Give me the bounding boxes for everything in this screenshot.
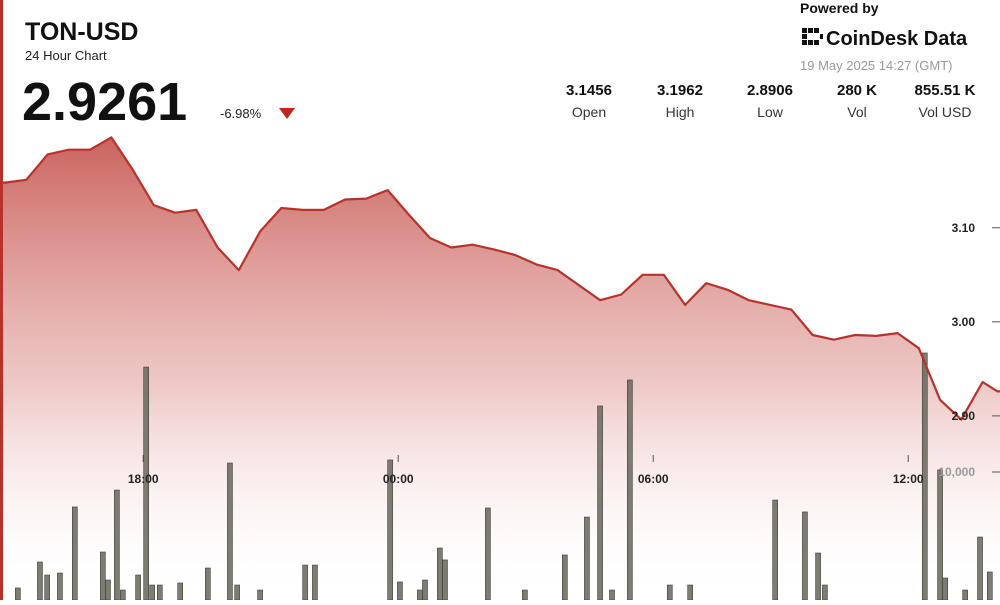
price: 2.9261 [22, 72, 187, 132]
stat-label: High [666, 104, 695, 120]
brand-logo [802, 28, 823, 45]
y2-tick-label: 10,000 [938, 465, 975, 479]
y-tick-label: 3.00 [952, 315, 976, 329]
volume-bar [815, 552, 821, 601]
y-tick-label: 2.90 [952, 409, 976, 423]
volume-bar [71, 506, 78, 601]
volume-bar [522, 589, 528, 601]
volume-bar [772, 499, 778, 601]
x-tick-label: 18:00 [128, 472, 159, 486]
volume-bar [977, 536, 983, 601]
price-area [0, 137, 1000, 600]
down-arrow [279, 108, 295, 119]
volume-bar [937, 469, 943, 601]
stat-value: 2.8906 [747, 82, 793, 99]
volume-bar [257, 589, 263, 601]
powered-by: Powered by [800, 0, 879, 16]
volume-bar [120, 589, 126, 601]
price-layer [0, 137, 1000, 600]
volume-bar [442, 559, 448, 601]
stat-value: 3.1456 [566, 82, 612, 99]
volume-bar [597, 405, 603, 601]
volume-bar [100, 551, 106, 601]
y-tick-label: 3.10 [952, 221, 976, 235]
volume-bar [149, 584, 155, 601]
stat-value: 855.51 K [915, 82, 976, 99]
volume-bar [609, 589, 615, 601]
change: -6.98% [220, 106, 262, 121]
price-line [0, 136, 1000, 421]
x-tick-label: 06:00 [638, 472, 669, 486]
volume-bar [666, 584, 673, 601]
symbol: TON-USD [25, 18, 138, 46]
plot-area: 3.10 3.00 2.90 18:00 00:00 06:00 12:00 10,000 [0, 136, 1000, 601]
volume-bar [177, 582, 183, 601]
stat-label: Low [757, 104, 784, 120]
volume-bar [397, 581, 403, 601]
volume-bar [114, 489, 120, 601]
volume-bar [422, 579, 428, 601]
volume-bar [987, 571, 993, 601]
volume-bar [205, 567, 211, 601]
stat-label: Vol USD [919, 104, 972, 120]
volume-bar [822, 584, 828, 601]
volume-bar [437, 547, 443, 601]
volume-bar [37, 561, 43, 601]
volume-bar [417, 589, 423, 601]
volume-bar [584, 516, 590, 601]
volume-bar [227, 462, 233, 601]
volume-bar [942, 577, 948, 601]
brand: CoinDesk Data [826, 28, 968, 50]
volume-bar [44, 574, 50, 601]
volume-bar [234, 584, 240, 601]
volume-bar [627, 379, 633, 601]
volume-bar [156, 584, 163, 601]
x-tick-label: 12:00 [893, 472, 924, 486]
volume-layer [15, 352, 993, 601]
volume-bar [562, 554, 568, 601]
left-border [0, 0, 3, 600]
timestamp: 19 May 2025 14:27 (GMT) [800, 58, 952, 73]
stat-value: 280 K [837, 82, 877, 99]
volume-bar [15, 587, 21, 601]
stat-label: Vol [847, 104, 866, 120]
volume-bar [135, 574, 141, 601]
volume-bar [312, 564, 318, 601]
volume-bar [802, 511, 808, 601]
volume-bar [302, 564, 308, 601]
volume-bar [485, 507, 491, 601]
volume-bar [105, 579, 111, 601]
stats: 3.1456 Open 3.1962 High 2.8906 Low 280 K Vol 855… [566, 82, 976, 120]
volume-bar [687, 584, 693, 601]
stat-label: Open [572, 104, 606, 120]
volume-bar [962, 589, 968, 601]
x-tick-label: 00:00 [383, 472, 414, 486]
subtitle: 24 Hour Chart [25, 48, 107, 63]
stat-value: 3.1962 [657, 82, 703, 99]
volume-bar [57, 572, 63, 601]
